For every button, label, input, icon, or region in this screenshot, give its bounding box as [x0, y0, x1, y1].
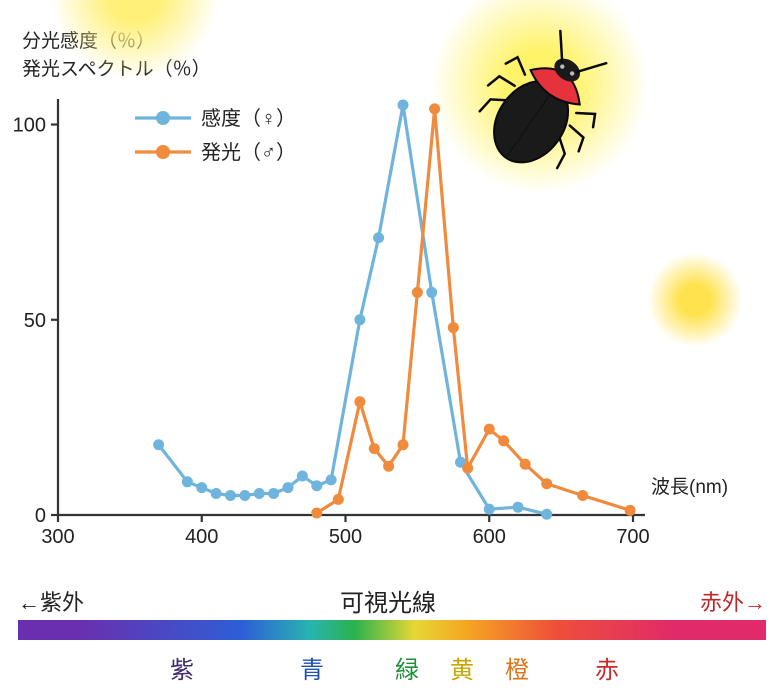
point-sensitivity — [513, 502, 524, 513]
point-emission — [462, 463, 473, 474]
x-tick-label: 500 — [329, 526, 362, 548]
legend-label: 発光（♂） — [201, 141, 296, 164]
label-uv: ←紫外 — [18, 585, 84, 617]
spectrum-color-黄: 黄 — [450, 650, 474, 685]
point-emission — [333, 494, 344, 505]
point-emission — [577, 490, 588, 501]
label-vis: 可視光線 — [340, 583, 436, 618]
spectrum-color-青: 青 — [300, 650, 324, 685]
point-sensitivity — [196, 482, 207, 493]
point-emission — [383, 461, 394, 472]
x-tick-label: 400 — [185, 526, 218, 548]
point-emission — [484, 424, 495, 435]
point-sensitivity — [153, 439, 164, 450]
point-emission — [412, 287, 423, 298]
point-sensitivity — [225, 490, 236, 501]
figure-root: 分光感度（％） 発光スペクトル（％） 050100300400500600700… — [0, 0, 784, 694]
spectrum-color-赤: 赤 — [595, 650, 619, 685]
spectrum-color-緑: 緑 — [395, 650, 419, 685]
point-sensitivity — [373, 232, 384, 243]
point-sensitivity — [283, 482, 294, 493]
visible-spectrum-bar — [0, 620, 784, 660]
point-emission — [429, 103, 440, 114]
series-emission — [317, 109, 630, 513]
point-emission — [354, 396, 365, 407]
y-tick-label: 0 — [35, 505, 46, 527]
point-emission — [369, 443, 380, 454]
point-sensitivity — [254, 488, 265, 499]
point-emission — [398, 439, 409, 450]
point-emission — [625, 505, 636, 516]
x-tick-label: 700 — [616, 526, 649, 548]
x-tick-label: 600 — [473, 526, 506, 548]
point-emission — [498, 435, 509, 446]
point-sensitivity — [311, 480, 322, 491]
spectral-chart: 0 50 100 300 400 500 600 700 波長(nm) 感度（♀） 発光（♂） — [0, 0, 784, 560]
point-sensitivity — [239, 490, 250, 501]
point-sensitivity — [426, 287, 437, 298]
point-sensitivity — [484, 504, 495, 515]
x-tick-label: 300 — [41, 526, 74, 548]
series-sensitivity — [159, 105, 547, 514]
point-sensitivity — [297, 470, 308, 481]
point-sensitivity — [398, 100, 409, 111]
point-emission — [520, 459, 531, 470]
spectrum-color-紫: 紫 — [170, 650, 194, 685]
point-emission — [448, 322, 459, 333]
point-sensitivity — [211, 488, 222, 499]
label-ir: 赤外→ — [700, 585, 766, 617]
point-emission — [311, 508, 322, 519]
point-sensitivity — [326, 474, 337, 485]
spectrum-color-橙: 橙 — [505, 650, 529, 685]
x-axis-label: 波長(nm) — [651, 476, 728, 498]
point-sensitivity — [354, 314, 365, 325]
point-sensitivity — [268, 488, 279, 499]
y-tick-label: 100 — [13, 115, 46, 137]
legend-label: 感度（♀） — [201, 107, 296, 130]
point-sensitivity — [182, 476, 193, 487]
y-tick-label: 50 — [24, 310, 46, 332]
point-sensitivity — [541, 509, 552, 520]
point-emission — [541, 478, 552, 489]
